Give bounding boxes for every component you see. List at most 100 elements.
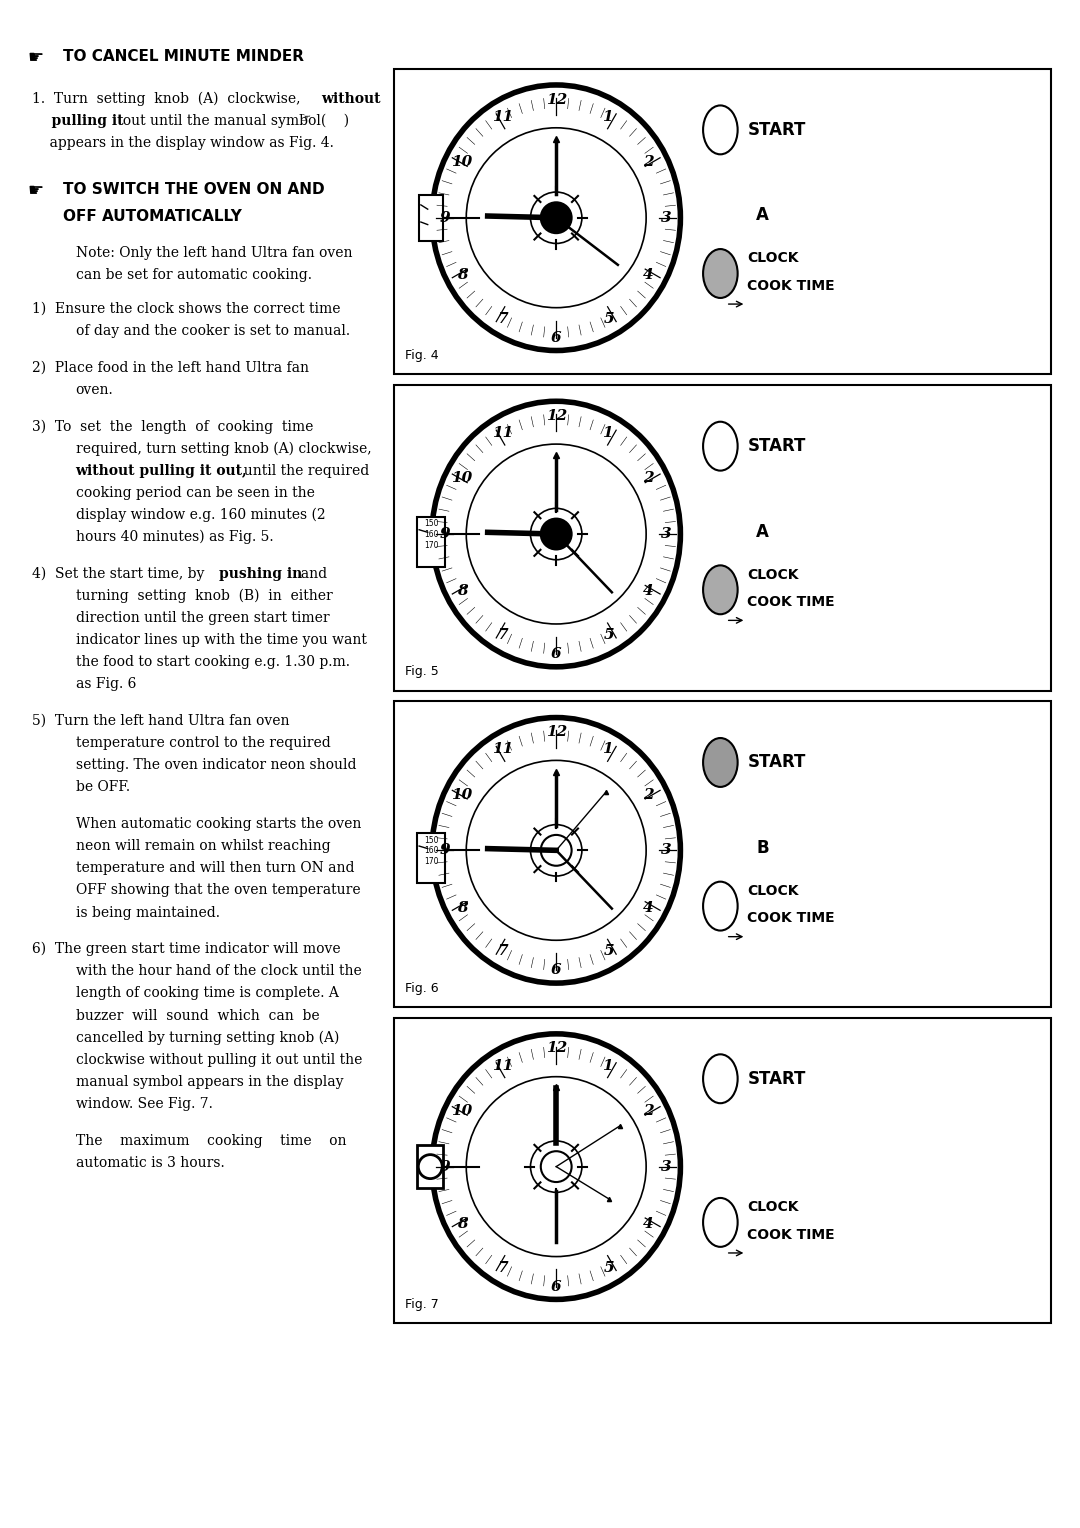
- Text: OFF AUTOMATICALLY: OFF AUTOMATICALLY: [63, 209, 242, 225]
- FancyBboxPatch shape: [418, 833, 445, 883]
- Text: 3)  To  set  the  length  of  cooking  time: 3) To set the length of cooking time: [32, 419, 314, 434]
- Circle shape: [541, 834, 571, 866]
- Text: 150: 150: [423, 836, 438, 845]
- Text: START: START: [747, 1070, 806, 1088]
- Text: 9: 9: [440, 1160, 450, 1174]
- Text: required, turn setting knob (A) clockwise,: required, turn setting knob (A) clockwis…: [76, 442, 372, 455]
- Text: 9: 9: [440, 527, 450, 541]
- Text: 6: 6: [551, 1279, 562, 1294]
- Text: temperature control to the required: temperature control to the required: [76, 736, 330, 750]
- FancyBboxPatch shape: [418, 516, 445, 567]
- Text: 5: 5: [604, 628, 615, 642]
- Text: 5: 5: [604, 944, 615, 958]
- Text: 4)  Set the start time, by: 4) Set the start time, by: [32, 567, 210, 581]
- Text: COOK TIME: COOK TIME: [747, 594, 835, 610]
- Text: pulling it: pulling it: [32, 113, 124, 128]
- Circle shape: [703, 105, 738, 154]
- Text: hours 40 minutes) as Fig. 5.: hours 40 minutes) as Fig. 5.: [76, 530, 273, 544]
- Text: 10: 10: [451, 471, 473, 486]
- Text: pushing in: pushing in: [219, 567, 302, 581]
- Text: 1: 1: [603, 426, 613, 440]
- Text: 10: 10: [451, 787, 473, 802]
- Text: START: START: [747, 437, 806, 455]
- Text: 2: 2: [644, 154, 654, 170]
- Text: without: without: [321, 92, 380, 105]
- Text: 3: 3: [661, 1160, 671, 1174]
- Text: automatic is 3 hours.: automatic is 3 hours.: [76, 1155, 225, 1170]
- Text: 10: 10: [451, 154, 473, 170]
- Text: 7: 7: [498, 944, 509, 958]
- Circle shape: [541, 518, 571, 550]
- Text: When automatic cooking starts the oven: When automatic cooking starts the oven: [76, 817, 361, 831]
- Text: 9: 9: [440, 211, 450, 225]
- FancyBboxPatch shape: [394, 1018, 1051, 1323]
- Text: buzzer  will  sound  which  can  be: buzzer will sound which can be: [76, 1008, 320, 1022]
- Text: ☞: ☞: [300, 112, 311, 125]
- Text: 11: 11: [492, 1059, 514, 1073]
- Text: with the hour hand of the clock until the: with the hour hand of the clock until th…: [76, 964, 362, 978]
- Text: 4: 4: [644, 267, 654, 283]
- Text: clockwise without pulling it out until the: clockwise without pulling it out until t…: [76, 1053, 362, 1067]
- Text: 12: 12: [545, 93, 567, 107]
- Text: 2: 2: [644, 1103, 654, 1118]
- Text: 1: 1: [603, 1059, 613, 1073]
- Text: 2: 2: [644, 787, 654, 802]
- Text: out until the manual symbol(    ): out until the manual symbol( ): [114, 113, 350, 128]
- Text: 3: 3: [661, 211, 671, 225]
- Circle shape: [703, 249, 738, 298]
- Text: length of cooking time is complete. A: length of cooking time is complete. A: [76, 987, 338, 1001]
- Text: direction until the green start timer: direction until the green start timer: [76, 611, 329, 625]
- Text: of day and the cooker is set to manual.: of day and the cooker is set to manual.: [76, 324, 350, 338]
- FancyBboxPatch shape: [394, 385, 1051, 691]
- Text: and: and: [292, 567, 327, 581]
- Text: 3: 3: [661, 527, 671, 541]
- Text: 3: 3: [661, 843, 671, 857]
- FancyBboxPatch shape: [394, 701, 1051, 1007]
- Text: 160: 160: [423, 530, 438, 538]
- Text: Note: Only the left hand Ultra fan oven: Note: Only the left hand Ultra fan oven: [76, 246, 352, 260]
- Text: TO SWITCH THE OVEN ON AND: TO SWITCH THE OVEN ON AND: [63, 182, 324, 197]
- Text: 4: 4: [644, 584, 654, 599]
- Circle shape: [541, 202, 571, 234]
- Text: 5: 5: [604, 1261, 615, 1274]
- Text: display window e.g. 160 minutes (2: display window e.g. 160 minutes (2: [76, 507, 325, 523]
- Text: 11: 11: [492, 426, 514, 440]
- Text: A: A: [756, 523, 769, 541]
- Circle shape: [703, 738, 738, 787]
- Text: CLOCK: CLOCK: [747, 567, 799, 582]
- Text: temperature and will then turn ON and: temperature and will then turn ON and: [76, 862, 354, 876]
- Text: 9: 9: [440, 843, 450, 857]
- Text: the food to start cooking e.g. 1.30 p.m.: the food to start cooking e.g. 1.30 p.m.: [76, 656, 350, 669]
- Text: Fig. 6: Fig. 6: [405, 981, 438, 995]
- Text: 11: 11: [492, 110, 514, 124]
- Text: setting. The oven indicator neon should: setting. The oven indicator neon should: [76, 758, 356, 772]
- Text: 10: 10: [451, 1103, 473, 1118]
- Text: ☛: ☛: [27, 49, 43, 67]
- Text: 2: 2: [644, 471, 654, 486]
- Text: CLOCK: CLOCK: [747, 1199, 799, 1215]
- Text: cancelled by turning setting knob (A): cancelled by turning setting knob (A): [76, 1031, 339, 1045]
- Text: 6)  The green start time indicator will move: 6) The green start time indicator will m…: [32, 943, 341, 957]
- Text: until the required: until the required: [235, 463, 369, 478]
- Text: CLOCK: CLOCK: [747, 251, 799, 266]
- Text: The    maximum    cooking    time    on: The maximum cooking time on: [76, 1134, 346, 1148]
- Text: 4: 4: [644, 900, 654, 915]
- Text: 7: 7: [498, 1261, 509, 1274]
- Circle shape: [703, 565, 738, 614]
- Text: 6: 6: [551, 963, 562, 978]
- Text: 9: 9: [966, 1475, 980, 1494]
- Text: 160: 160: [423, 847, 438, 854]
- Text: 5: 5: [604, 312, 615, 325]
- Circle shape: [541, 1151, 571, 1183]
- Text: 170: 170: [423, 857, 438, 866]
- Text: 170: 170: [423, 541, 438, 550]
- Text: Fig. 4: Fig. 4: [405, 348, 438, 362]
- Text: window. See Fig. 7.: window. See Fig. 7.: [76, 1097, 213, 1111]
- Text: Fig. 7: Fig. 7: [405, 1297, 438, 1311]
- Text: 7: 7: [498, 628, 509, 642]
- Text: COOK TIME: COOK TIME: [747, 911, 835, 926]
- Circle shape: [703, 1054, 738, 1103]
- Text: 12: 12: [545, 726, 567, 740]
- Text: 7: 7: [498, 312, 509, 325]
- Text: appears in the display window as Fig. 4.: appears in the display window as Fig. 4.: [32, 136, 335, 150]
